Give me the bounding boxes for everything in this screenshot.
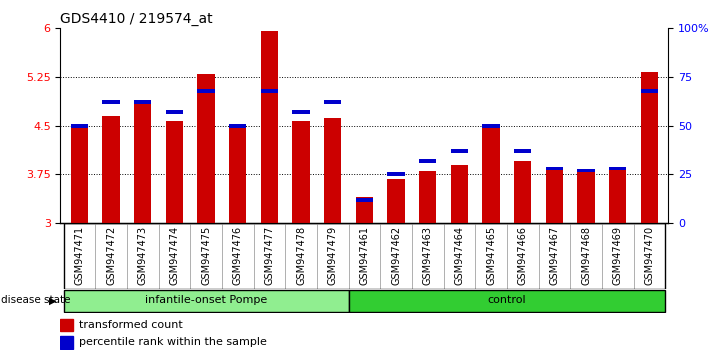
Bar: [254, 223, 285, 289]
Bar: [292, 121, 310, 223]
Bar: [387, 172, 405, 176]
Bar: [198, 74, 215, 223]
Text: GSM947464: GSM947464: [454, 226, 464, 285]
Bar: [191, 223, 222, 289]
Bar: [198, 89, 215, 93]
Bar: [222, 223, 254, 289]
Bar: [538, 223, 570, 289]
Text: GSM947474: GSM947474: [169, 226, 179, 285]
Bar: [475, 223, 507, 289]
Bar: [63, 290, 348, 312]
Bar: [166, 121, 183, 223]
Bar: [261, 31, 278, 223]
Bar: [641, 73, 658, 223]
Text: GSM947469: GSM947469: [613, 226, 623, 285]
Bar: [482, 124, 500, 128]
Bar: [482, 126, 500, 223]
Text: GSM947473: GSM947473: [138, 226, 148, 285]
Bar: [577, 169, 594, 172]
Bar: [70, 126, 88, 223]
Bar: [356, 198, 373, 202]
Text: ▶: ▶: [49, 295, 57, 306]
Text: GSM947470: GSM947470: [644, 226, 654, 285]
Bar: [419, 159, 437, 162]
Bar: [570, 223, 602, 289]
Bar: [317, 223, 348, 289]
Text: GDS4410 / 219574_at: GDS4410 / 219574_at: [60, 12, 213, 26]
Bar: [285, 223, 317, 289]
Bar: [545, 169, 563, 223]
Bar: [229, 126, 247, 223]
Bar: [602, 223, 634, 289]
Text: GSM947461: GSM947461: [359, 226, 370, 285]
Bar: [356, 197, 373, 223]
Text: GSM947477: GSM947477: [264, 226, 274, 285]
Bar: [95, 223, 127, 289]
Bar: [159, 223, 191, 289]
Bar: [229, 124, 247, 128]
Text: GSM947466: GSM947466: [518, 226, 528, 285]
Bar: [451, 165, 468, 223]
Bar: [102, 116, 119, 223]
Bar: [348, 223, 380, 289]
Bar: [134, 103, 151, 223]
Text: GSM947476: GSM947476: [232, 226, 242, 285]
Bar: [292, 110, 310, 114]
Text: control: control: [488, 295, 526, 306]
Text: GSM947463: GSM947463: [423, 226, 433, 285]
Bar: [514, 161, 531, 223]
Text: GSM947462: GSM947462: [391, 226, 401, 285]
Text: GSM947471: GSM947471: [75, 226, 85, 285]
Text: GSM947467: GSM947467: [550, 226, 560, 285]
Text: GSM947468: GSM947468: [581, 226, 591, 285]
Bar: [609, 169, 626, 223]
Bar: [70, 124, 88, 128]
Text: disease state: disease state: [1, 295, 70, 306]
Text: GSM947472: GSM947472: [106, 226, 116, 285]
Text: GSM947479: GSM947479: [328, 226, 338, 285]
Text: GSM947465: GSM947465: [486, 226, 496, 285]
Bar: [166, 110, 183, 114]
Bar: [514, 149, 531, 153]
Bar: [380, 223, 412, 289]
Bar: [127, 223, 159, 289]
Bar: [324, 101, 341, 104]
Text: percentile rank within the sample: percentile rank within the sample: [79, 337, 267, 347]
Bar: [261, 89, 278, 93]
Bar: [63, 223, 95, 289]
Text: infantile-onset Pompe: infantile-onset Pompe: [145, 295, 267, 306]
Bar: [451, 149, 468, 153]
Bar: [634, 223, 665, 289]
Bar: [641, 89, 658, 93]
Bar: [387, 179, 405, 223]
Bar: [507, 223, 538, 289]
Bar: [60, 319, 73, 331]
Bar: [60, 336, 73, 349]
Bar: [609, 166, 626, 170]
Bar: [577, 170, 594, 223]
Bar: [545, 166, 563, 170]
Text: transformed count: transformed count: [79, 320, 183, 330]
Text: GSM947475: GSM947475: [201, 226, 211, 285]
Bar: [444, 223, 475, 289]
Bar: [324, 118, 341, 223]
Bar: [419, 171, 437, 223]
Bar: [134, 101, 151, 104]
Bar: [102, 101, 119, 104]
Bar: [412, 223, 444, 289]
Text: GSM947478: GSM947478: [296, 226, 306, 285]
Bar: [348, 290, 665, 312]
